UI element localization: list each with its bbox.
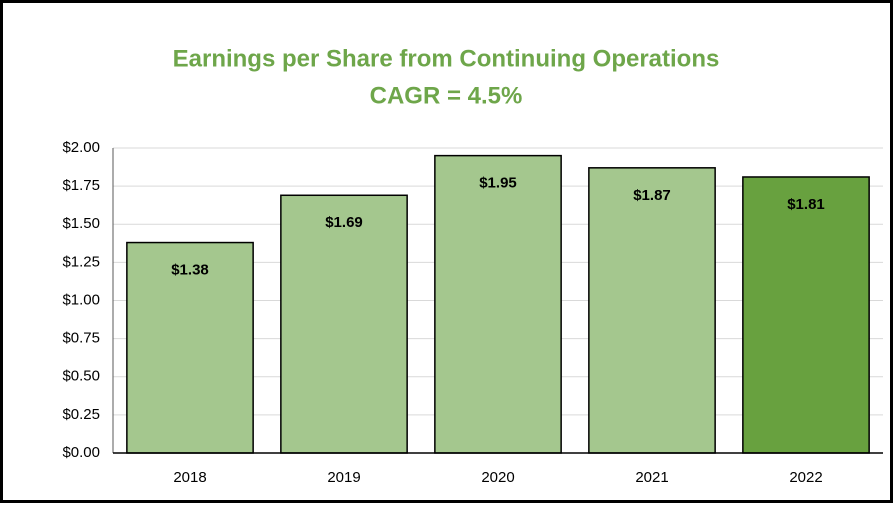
data-label: $1.81 bbox=[787, 196, 825, 213]
bar bbox=[588, 167, 716, 454]
y-tick-label: $0.75 bbox=[62, 330, 100, 347]
y-tick-label: $1.25 bbox=[62, 253, 100, 270]
chart-subtitle: CAGR = 4.5% bbox=[370, 82, 523, 109]
x-tick-label: 2021 bbox=[635, 469, 668, 486]
bar bbox=[280, 194, 408, 454]
y-tick-label: $0.00 bbox=[62, 444, 100, 461]
x-tick-label: 2019 bbox=[327, 469, 360, 486]
data-label: $1.95 bbox=[479, 175, 517, 192]
bar bbox=[742, 176, 870, 454]
data-label: $1.38 bbox=[171, 262, 209, 279]
y-tick-label: $1.75 bbox=[62, 177, 100, 194]
y-tick-label: $1.50 bbox=[62, 215, 100, 232]
data-label: $1.69 bbox=[325, 214, 363, 231]
data-label: $1.87 bbox=[633, 187, 671, 204]
y-tick-label: $0.50 bbox=[62, 368, 100, 385]
x-tick-label: 2020 bbox=[481, 469, 514, 486]
bar bbox=[434, 154, 562, 454]
chart-title: Earnings per Share from Continuing Opera… bbox=[173, 45, 720, 72]
y-tick-label: $1.00 bbox=[62, 291, 100, 308]
x-tick-label: 2018 bbox=[173, 469, 206, 486]
y-tick-label: $2.00 bbox=[62, 139, 100, 156]
y-tick-label: $0.25 bbox=[62, 406, 100, 423]
x-tick-label: 2022 bbox=[789, 469, 822, 486]
